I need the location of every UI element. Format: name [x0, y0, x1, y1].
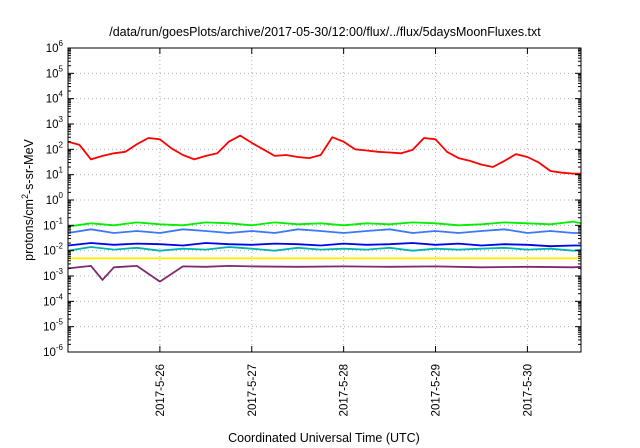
x-tick-label: 2017-5-29 [431, 364, 443, 416]
flux-chart: /data/run/goesPlots/archive/2017-05-30/1… [0, 0, 640, 448]
x-tick-label: 2017-5-28 [339, 364, 351, 416]
x-axis-label: Coordinated Universal Time (UTC) [228, 431, 420, 445]
y-axis-label: protons/cm2-s-sr-MeV [20, 138, 36, 260]
x-tick-label: 2017-5-30 [522, 364, 534, 416]
chart-title: /data/run/goesPlots/archive/2017-05-30/1… [109, 25, 541, 39]
x-tick-label: 2017-5-26 [155, 364, 167, 416]
x-tick-label: 2017-5-27 [247, 364, 259, 416]
